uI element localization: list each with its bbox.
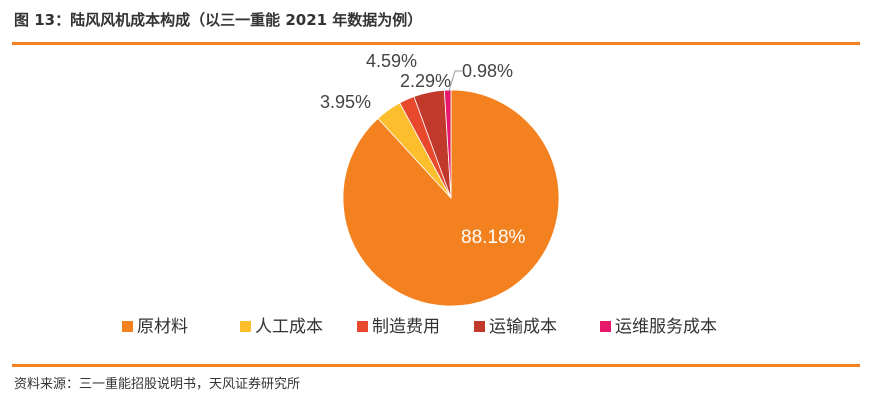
slice-label-2: 3.95% [320,92,371,112]
leader-line [448,70,462,92]
legend-item-1: 原材料 [122,317,188,337]
legend-item-5: 运维服务成本 [600,317,717,337]
slice-label-1: 88.18% [461,227,526,248]
legend-item-2: 人工成本 [240,317,323,337]
figure-title: 图 13：陆风风机成本构成（以三一重能 2021 年数据为例） [14,11,423,29]
legend-swatch [240,321,251,332]
pie-chart: 88.18% 3.95% 2.29%4.59% 0.98% 原材料 人工成本 制造费用 运输… [122,51,717,337]
legend-swatch [122,321,133,332]
source-note: 资料来源：三一重能招股说明书，天风证券研究所 [14,377,301,392]
legend-swatch [600,321,611,332]
top-divider [12,42,860,45]
legend-label: 运维服务成本 [615,317,717,337]
legend-swatch [474,321,485,332]
bottom-divider [12,364,860,367]
legend-label: 运输成本 [489,317,557,337]
legend-item-4: 运输成本 [474,317,557,337]
legend-item-3: 制造费用 [357,317,440,337]
legend-label: 制造费用 [372,317,440,337]
legend-label: 原材料 [137,317,188,337]
pie-slice-5 [443,89,452,199]
legend-swatch [357,321,368,332]
slice-label-4: 4.59% [366,51,417,71]
legend-label: 人工成本 [255,317,323,337]
slice-label-3: 2.29% [400,71,451,91]
slice-label-5: 0.98% [462,61,513,81]
